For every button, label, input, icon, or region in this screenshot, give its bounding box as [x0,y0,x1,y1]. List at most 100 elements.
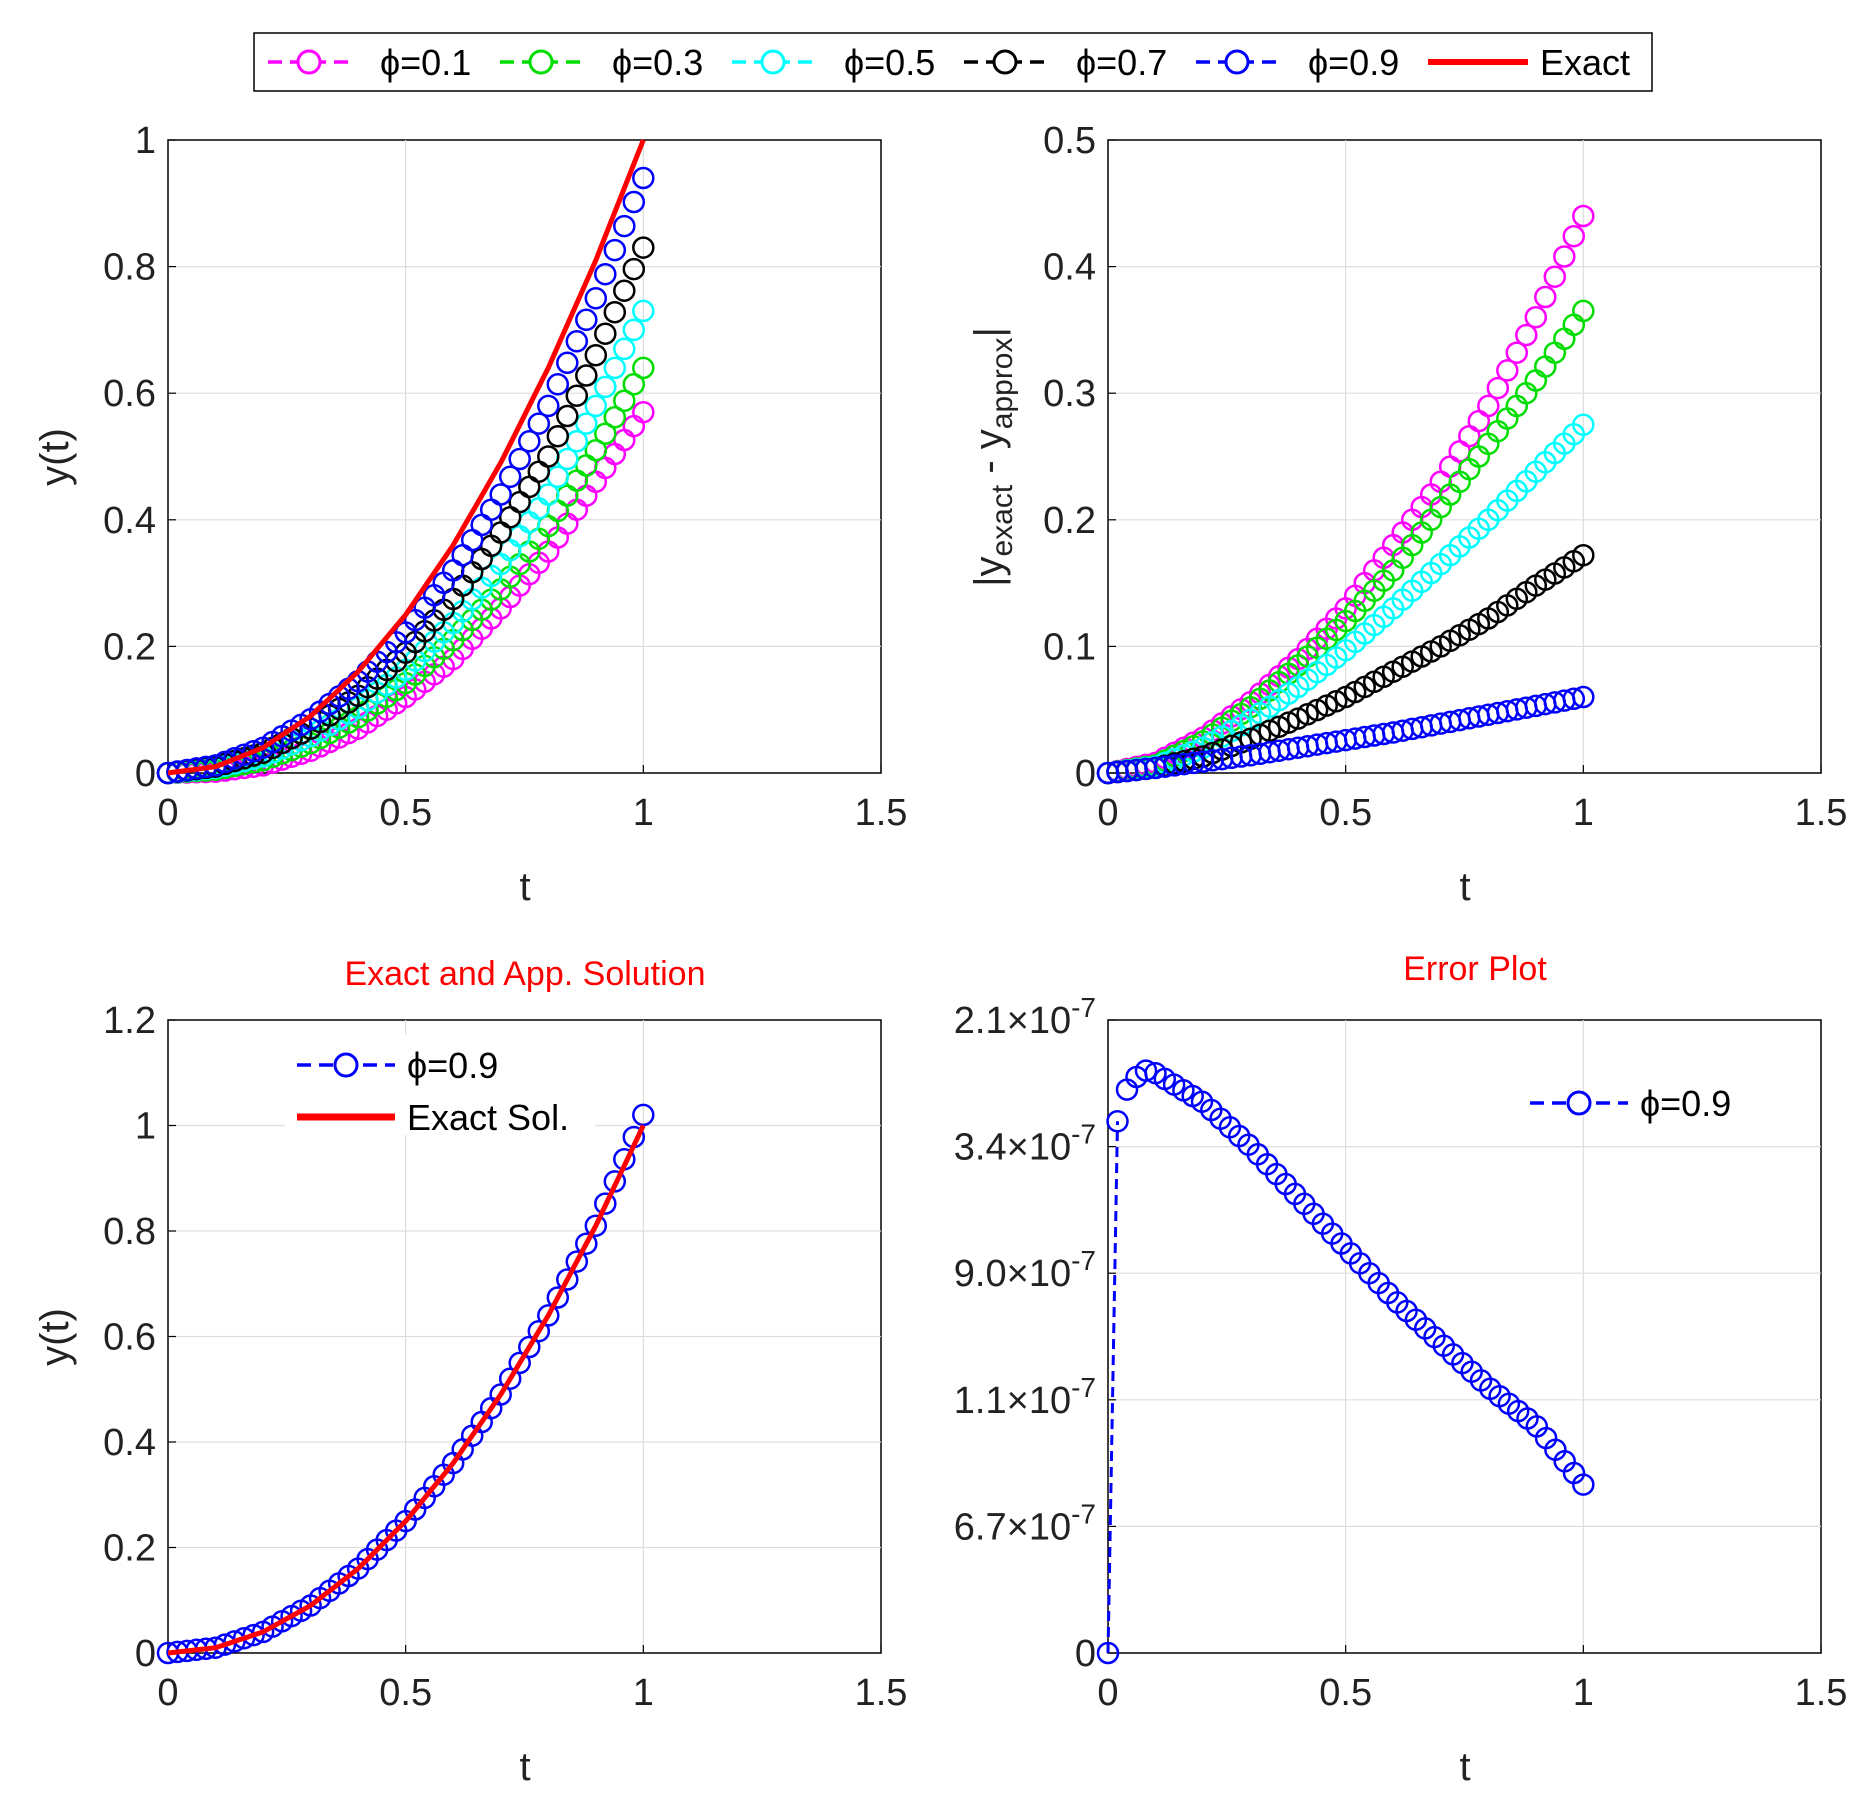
data-point [537,445,560,468]
data-point [594,375,617,399]
y-tick-label: 0.4 [103,500,156,542]
data-point [584,438,608,462]
x-tick-label: 1 [633,1672,654,1714]
data-point [242,1623,265,1647]
legend-label: Exact [1540,42,1630,83]
x-tick-label: 0 [157,792,178,834]
data-point [622,373,646,396]
gridlines [167,139,882,774]
legend-marker [992,49,1018,75]
x-axis-label: t [1459,865,1470,909]
y-tick-labels: 0 0.1 0.2 0.3 0.4 0.5 [1043,120,1096,795]
data-point [594,322,617,345]
data-point [1572,1473,1595,1496]
data-point [594,262,617,286]
x-tick-label: 1.5 [855,792,908,834]
error-dashed-segment [1106,1121,1120,1654]
data-point [1553,245,1576,268]
data-point [632,1103,655,1127]
x-axis-label: t [519,865,530,909]
x-tick-labels: 0 0.5 1 1.5 [157,792,907,834]
data-point [613,214,636,238]
x-tick-label: 1 [1573,1672,1594,1714]
y-tick-label: 0 [135,1633,156,1675]
gridlines [1107,139,1822,774]
data-point [1134,1059,1158,1082]
legend-label: ϕ=0.9 [407,1045,498,1086]
plot-area [1096,204,1595,785]
data-point [632,299,655,323]
panel-legend-items: ϕ=0.9 [1530,1083,1731,1124]
y-tick-labels: 0 6.7×10-7 1.1×10-7 9.0×10-7 3.4×10-7 2.1×10-… [954,992,1096,1675]
data-point [565,1250,589,1273]
y-tick-label: 0.5 [1043,120,1096,162]
chart-title: Exact and App. Solution [344,955,705,993]
legend-marker [296,49,322,75]
y-tick-label: 0 [1075,753,1096,795]
legend-marker [528,49,554,75]
x-tick-labels: 0 0.5 1 1.5 [1097,792,1847,834]
panel-legend: ϕ=0.9 Exact Sol. [285,1035,595,1138]
x-tick-label: 1 [1573,792,1594,834]
y-tick-label: 0 [1075,1633,1096,1675]
legend-label: ϕ=0.9 [1640,1083,1731,1124]
data-point [498,465,522,489]
data-point [489,483,512,506]
data-point [584,1214,608,1237]
y-tick-label: 1 [135,120,156,162]
legend-marker [760,49,786,75]
x-tick-label: 1.5 [855,1672,908,1714]
x-tick-labels: 0 0.5 1 1.5 [1097,1672,1847,1714]
panel-legend: ϕ=0.9 [1530,1083,1731,1124]
y-tick-label: 0.4 [1043,247,1096,289]
x-tick-label: 0.5 [1319,1672,1372,1714]
data-point [508,1351,531,1375]
data-point [1524,305,1548,329]
y-tick-label: 1.1×10-7 [954,1372,1096,1422]
y-tick-label: 0.6 [103,373,156,415]
series-markers [1096,685,1595,785]
plot-area [156,1103,655,1665]
y-tick-label: 0.8 [103,247,156,289]
y-tick-label: 0.2 [1043,500,1096,542]
data-point [584,287,608,310]
x-tick-labels: 0 0.5 1 1.5 [157,1672,907,1714]
data-point [527,412,551,435]
data-point [537,483,560,506]
x-axis-label: t [519,1745,530,1789]
data-point [613,279,636,302]
data-point [613,337,636,361]
data-point [603,300,627,324]
data-point [584,394,608,418]
data-point [622,318,646,342]
data-point [575,1232,598,1255]
y-tick-label: 2.1×10-7 [954,992,1096,1042]
data-point [546,1286,570,1309]
data-point [622,257,646,281]
legend-label: Exact Sol. [407,1097,569,1138]
panel-error-plot: Error Plot 0 0.5 1 1.5 0 6.7×10-7 1.1×10-7 9.0… [954,950,1848,1789]
data-point [518,430,541,453]
global-legend-items: ϕ=0.1 ϕ=0.3 ϕ=0.5 ϕ=0.7 ϕ=0.9 Exact [268,42,1630,83]
data-point [575,364,598,387]
x-tick-label: 0 [1097,792,1118,834]
y-tick-label: 0.3 [1043,373,1096,415]
data-point [537,394,560,418]
x-tick-label: 0.5 [379,1672,432,1714]
plot-area [1096,1059,1595,1665]
x-tick-label: 1.5 [1795,1672,1848,1714]
data-point [594,422,617,445]
exact-solution-line [167,139,646,776]
y-tick-label: 0.8 [103,1211,156,1253]
data-point [565,330,589,353]
data-point [603,238,627,262]
data-point [575,308,598,332]
panel-legend-items: ϕ=0.9 Exact Sol. [297,1045,569,1138]
data-point [613,389,636,413]
y-tick-label: 9.0×10-7 [954,1245,1096,1295]
data-point [1477,394,1500,418]
y-axis-label: y(t) [33,1308,77,1366]
x-tick-label: 0.5 [1319,792,1372,834]
data-point [1562,687,1586,711]
data-point [632,166,655,190]
